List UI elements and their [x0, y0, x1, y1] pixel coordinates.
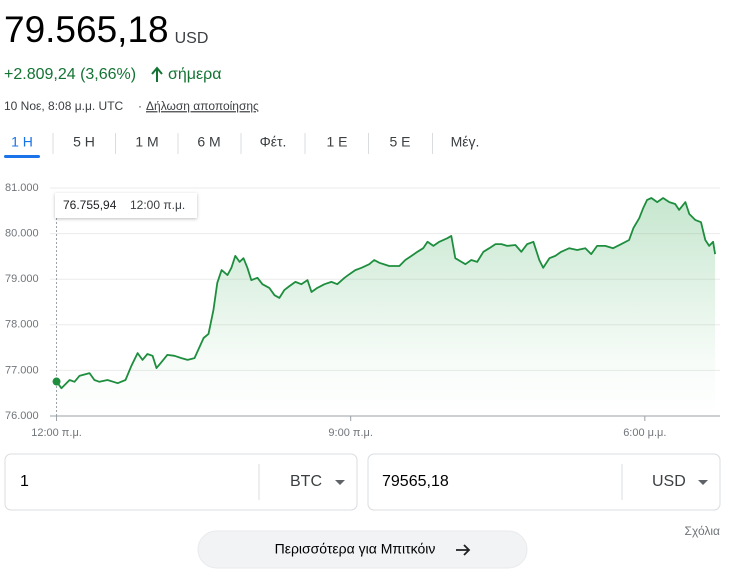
range-tab[interactable]: 6 M — [197, 134, 220, 150]
range-tab[interactable]: Μέγ. — [451, 134, 480, 150]
y-tick-label: 77.000 — [5, 364, 39, 376]
range-tab[interactable]: 5 H — [73, 134, 95, 150]
from-currency[interactable]: BTC — [290, 473, 322, 490]
range-tab[interactable]: 1 H — [11, 134, 33, 150]
more-button-label: Περισσότερα για Μπιτκόιν — [275, 541, 436, 557]
range-tab[interactable]: 5 E — [389, 134, 410, 150]
to-amount[interactable]: 79565,18 — [382, 473, 449, 490]
y-tick-label: 81.000 — [5, 182, 39, 194]
price-line — [55, 197, 716, 390]
currency: USD — [175, 30, 209, 47]
x-tick-label: 6:00 μ.μ. — [623, 427, 666, 439]
price: 79.565,18 — [4, 9, 169, 50]
to-currency[interactable]: USD — [652, 473, 686, 490]
y-tick-label: 80.000 — [5, 228, 39, 240]
y-tick-label: 79.000 — [5, 273, 39, 285]
from-box[interactable] — [4, 453, 358, 511]
to-box[interactable] — [367, 453, 721, 511]
tooltip — [55, 193, 197, 218]
range-tab[interactable]: 1 E — [326, 134, 347, 150]
feedback-link[interactable]: Σχόλια — [685, 524, 721, 538]
x-tick-label: 9:00 π.μ. — [328, 427, 373, 439]
dropdown-icon — [335, 480, 345, 485]
disclaimer-link[interactable]: Δήλωση αποποίησης — [146, 99, 259, 113]
tooltip-time: 12:00 π.μ. — [130, 198, 185, 212]
dropdown-icon — [698, 480, 708, 485]
hover-point — [52, 377, 61, 386]
up-arrow — [151, 66, 163, 82]
active-tab-indicator — [4, 155, 40, 158]
separator: · — [138, 99, 142, 113]
y-tick-label: 78.000 — [5, 319, 39, 331]
range-tab[interactable]: Φέτ. — [260, 134, 287, 150]
price-change: +2.809,24 (3,66%) — [4, 66, 136, 83]
more-button[interactable] — [197, 530, 528, 569]
tooltip-value: 76.755,94 — [63, 198, 117, 212]
from-amount[interactable]: 1 — [20, 473, 29, 490]
y-tick-label: 76.000 — [5, 410, 39, 422]
area-fill — [56, 198, 716, 416]
x-tick-label: 12:00 π.μ. — [31, 427, 82, 439]
range-tab[interactable]: 1 M — [135, 134, 158, 150]
arrow-icon — [456, 544, 471, 556]
change-period: σήμερα — [168, 66, 221, 83]
timestamp: 10 Νοε, 8:08 μ.μ. UTC — [4, 99, 124, 113]
